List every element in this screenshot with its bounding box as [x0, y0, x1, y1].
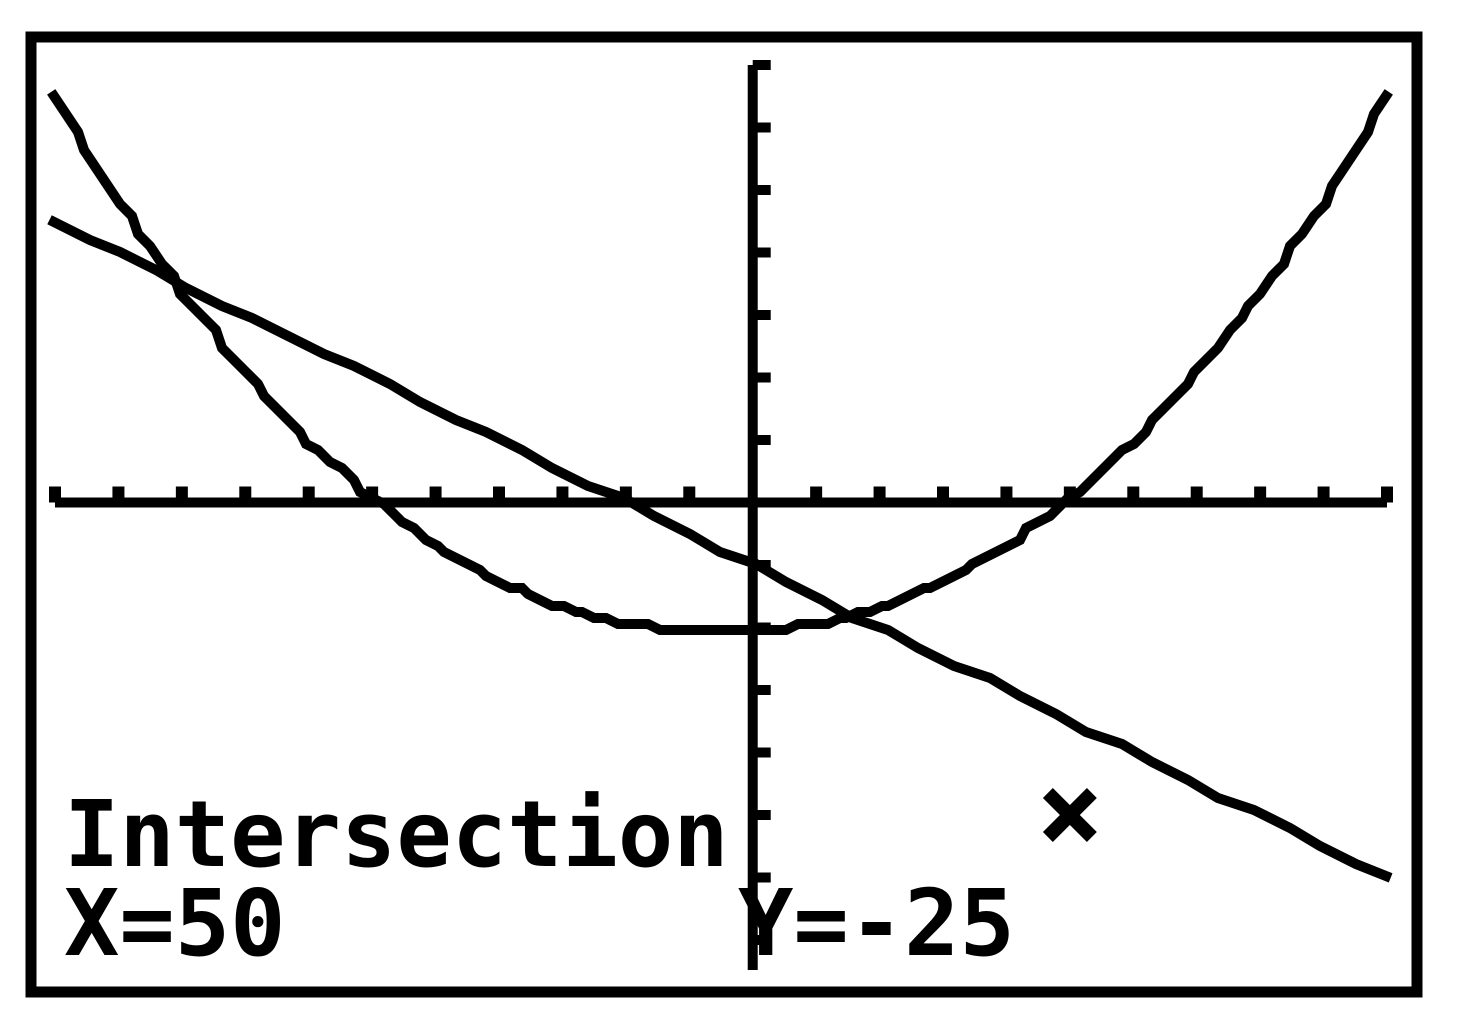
axes [49, 60, 1393, 970]
y-value-readout: Y=-25 [738, 870, 1015, 977]
graph-series-2 [47, 89, 1393, 635]
screen-frame [25, 31, 1423, 998]
intersection-label: Intersection [64, 781, 729, 888]
cursor-stroke [1042, 788, 1097, 842]
x-value-readout: X=50 [64, 870, 286, 977]
graph-series [47, 89, 1393, 883]
graph-series-1 [47, 215, 1393, 883]
intersection-cursor [1042, 788, 1097, 842]
